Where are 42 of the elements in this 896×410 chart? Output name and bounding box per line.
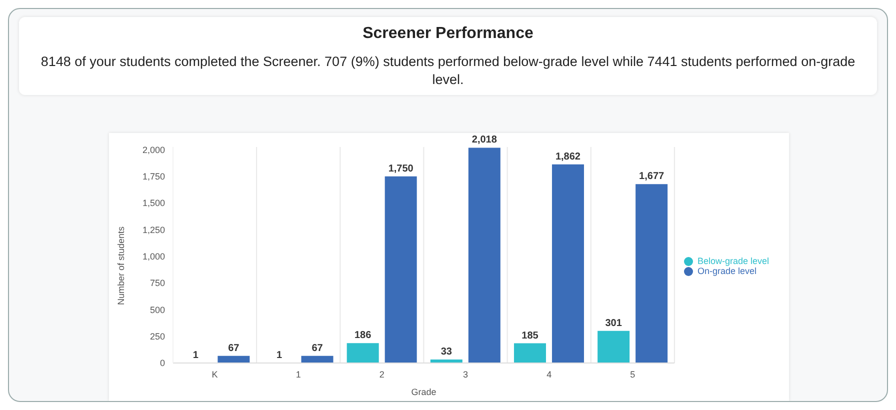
legend-label: On-grade level	[697, 266, 756, 276]
data-label: 1	[276, 350, 282, 361]
y-tick-label: 1,750	[142, 172, 165, 182]
x-tick-label: 3	[463, 369, 468, 380]
y-tick-label: 1,500	[142, 198, 165, 208]
legend-label: Below-grade level	[697, 256, 769, 266]
data-label: 1,862	[555, 151, 581, 162]
x-tick-label: 5	[630, 369, 636, 380]
bar	[468, 148, 500, 363]
x-axis-title: Grade	[411, 387, 436, 397]
bar	[384, 176, 417, 363]
chart-subtitle: 8148 of your students completed the Screener. 707 (9%) students performed below-grade level while 7441 students performed on-grade level.	[40, 53, 856, 89]
data-label: 67	[312, 342, 324, 354]
y-tick-label: 750	[150, 278, 165, 288]
chart-title: Screener Performance	[362, 25, 534, 43]
data-label: 2,018	[472, 134, 498, 146]
x-tick-label: K	[212, 369, 218, 380]
bar	[598, 330, 630, 363]
y-tick-label: 500	[150, 304, 165, 315]
y-tick-label: 0	[160, 358, 165, 368]
y-tick-label: 1,000	[142, 252, 165, 262]
bar	[218, 356, 250, 363]
data-label: 1	[192, 350, 199, 361]
data-label: 186	[354, 330, 372, 342]
y-tick-label: 2,000	[142, 144, 165, 155]
y-tick-label: 250	[150, 332, 165, 342]
x-tick-label: 1	[296, 369, 301, 380]
bar	[552, 164, 584, 363]
x-tick-label: 2	[379, 369, 384, 380]
x-tick-label: 4	[546, 369, 552, 380]
y-axis-title: Number of students	[116, 226, 126, 305]
bar	[514, 343, 546, 363]
data-label: 1,750	[388, 163, 414, 174]
y-tick-label: 1,250	[142, 224, 165, 235]
data-label: 301	[605, 318, 622, 329]
bar	[636, 184, 668, 363]
data-label: 185	[522, 330, 539, 342]
bar	[346, 343, 379, 363]
data-label: 1,677	[639, 171, 665, 182]
bar	[301, 356, 334, 363]
data-label: 33	[440, 346, 452, 358]
data-label: 67	[228, 342, 240, 354]
